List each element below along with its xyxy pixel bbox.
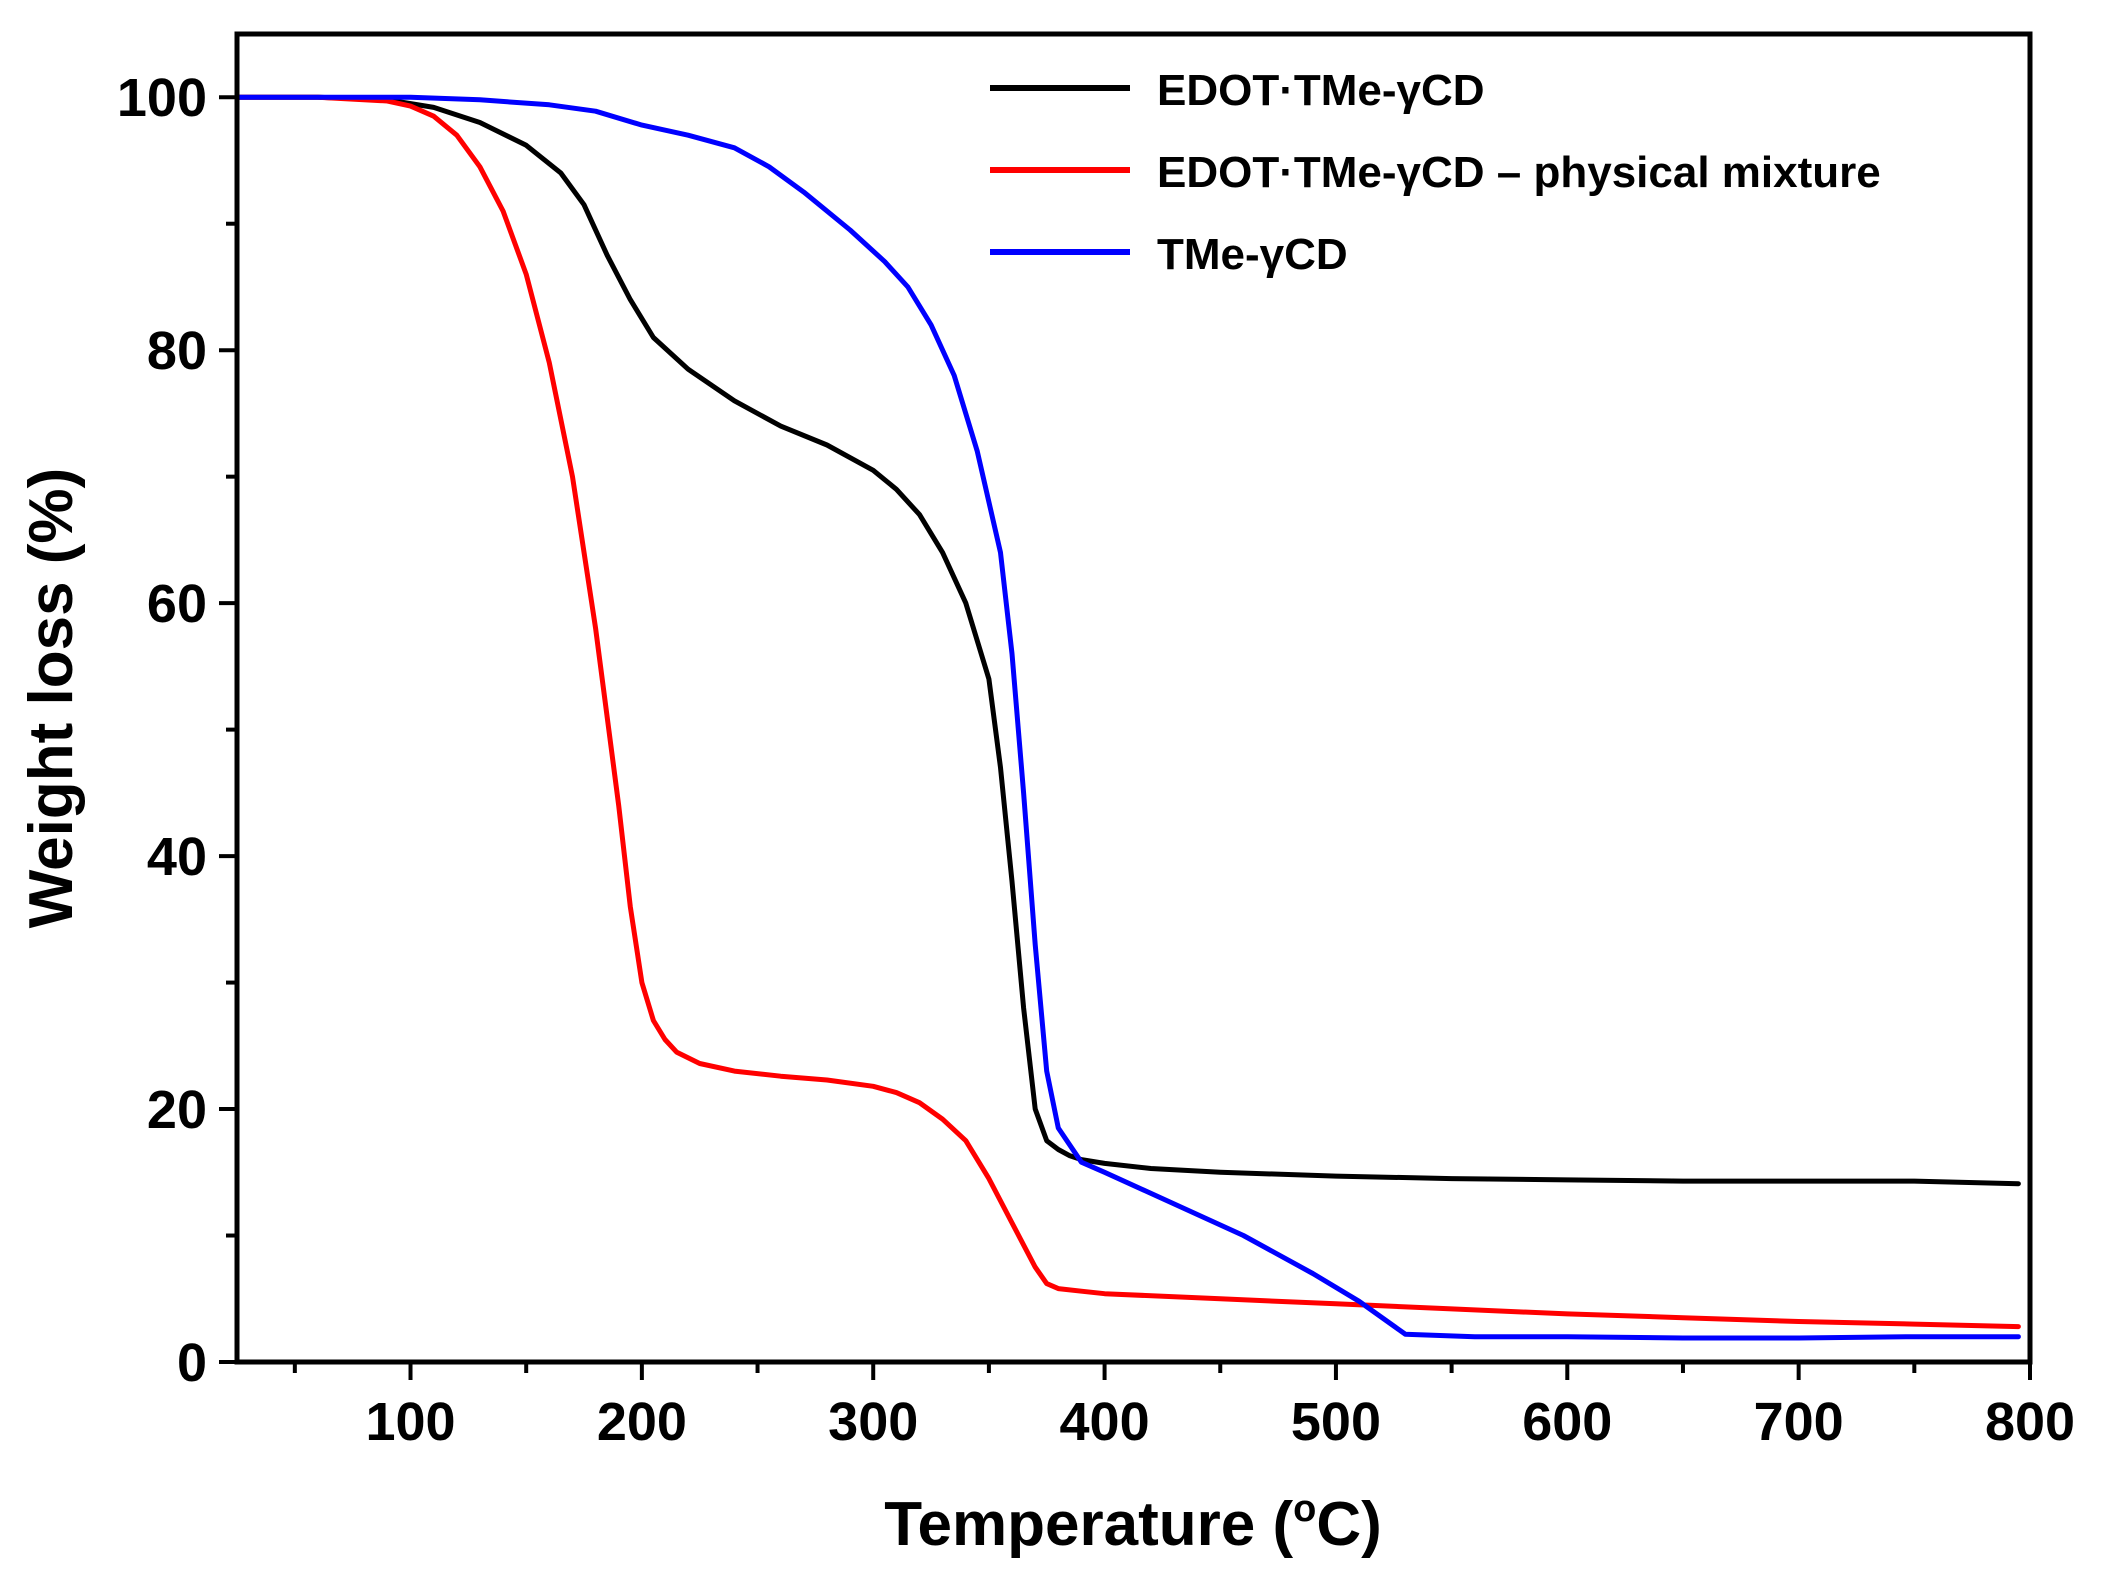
ticks-layer: 100 200 300 400 500 600 700 800 0 20 40 60 80 100 bbox=[117, 68, 2075, 1452]
x-axis-title-end: C) bbox=[1316, 1490, 1381, 1559]
legend-label-tme-gcd: TMe-γCD bbox=[1157, 230, 1348, 279]
series-line-edot-tme-gcd bbox=[234, 94, 2021, 1187]
y-tick-label: 20 bbox=[147, 1080, 207, 1140]
x-tick-label: 200 bbox=[597, 1392, 687, 1452]
x-tick-label: 600 bbox=[1522, 1392, 1612, 1452]
x-tick-label: 800 bbox=[1985, 1392, 2075, 1452]
y-tick-label: 80 bbox=[147, 321, 207, 381]
x-tick-label: 500 bbox=[1291, 1392, 1381, 1452]
series-layer bbox=[234, 94, 2021, 1341]
legend-label-physical-mixture: EDOT·TMe-γCD – physical mixture bbox=[1157, 148, 1881, 197]
legend: EDOT·TMe-γCD EDOT·TMe-γCD – physical mix… bbox=[990, 66, 1881, 279]
x-axis-title-superscript: o bbox=[1293, 1488, 1316, 1530]
plot-frame bbox=[234, 31, 2033, 1365]
series-line-physical-mixture bbox=[234, 94, 2021, 1330]
y-tick-label: 100 bbox=[117, 68, 207, 128]
x-axis-title-main: Temperature ( bbox=[884, 1490, 1293, 1559]
x-tick-label: 700 bbox=[1754, 1392, 1844, 1452]
x-tick-label: 300 bbox=[828, 1392, 918, 1452]
y-tick-label: 40 bbox=[147, 827, 207, 887]
x-axis-title: Temperature (oC) bbox=[884, 1488, 1381, 1559]
series-line-tme-gcd bbox=[234, 94, 2021, 1341]
y-tick-label: 0 bbox=[177, 1333, 207, 1393]
legend-label-edot-tme-gcd: EDOT·TMe-γCD bbox=[1157, 66, 1485, 115]
x-tick-label: 100 bbox=[365, 1392, 455, 1452]
x-tick-label: 400 bbox=[1060, 1392, 1150, 1452]
y-tick-label: 60 bbox=[147, 574, 207, 634]
y-axis-title: Weight loss (%) bbox=[17, 468, 86, 928]
